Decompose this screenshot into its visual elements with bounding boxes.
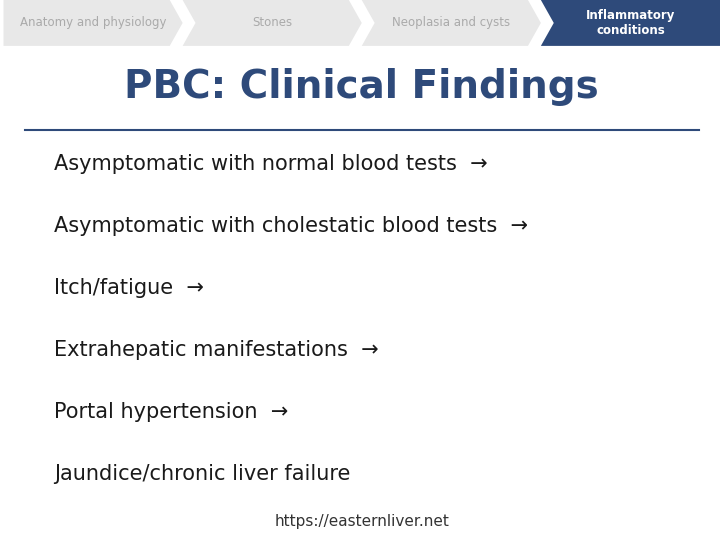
Text: https://easternliver.net: https://easternliver.net [274, 514, 449, 529]
Text: Stones: Stones [252, 16, 292, 30]
Text: Itch/fatigue  →: Itch/fatigue → [54, 278, 204, 298]
Text: Asymptomatic with normal blood tests  →: Asymptomatic with normal blood tests → [54, 154, 487, 174]
Text: Anatomy and physiology: Anatomy and physiology [20, 16, 166, 30]
Polygon shape [183, 0, 361, 46]
Text: Asymptomatic with cholestatic blood tests  →: Asymptomatic with cholestatic blood test… [54, 216, 528, 236]
Text: Neoplasia and cysts: Neoplasia and cysts [392, 16, 510, 30]
Text: Extrahepatic manifestations  →: Extrahepatic manifestations → [54, 340, 378, 360]
Polygon shape [4, 0, 183, 46]
Polygon shape [361, 0, 541, 46]
Text: PBC: Clinical Findings: PBC: Clinical Findings [125, 68, 599, 105]
Text: Jaundice/chronic liver failure: Jaundice/chronic liver failure [54, 464, 350, 484]
Polygon shape [541, 0, 720, 46]
Text: Inflammatory
conditions: Inflammatory conditions [586, 9, 675, 37]
Text: Portal hypertension  →: Portal hypertension → [54, 402, 288, 422]
